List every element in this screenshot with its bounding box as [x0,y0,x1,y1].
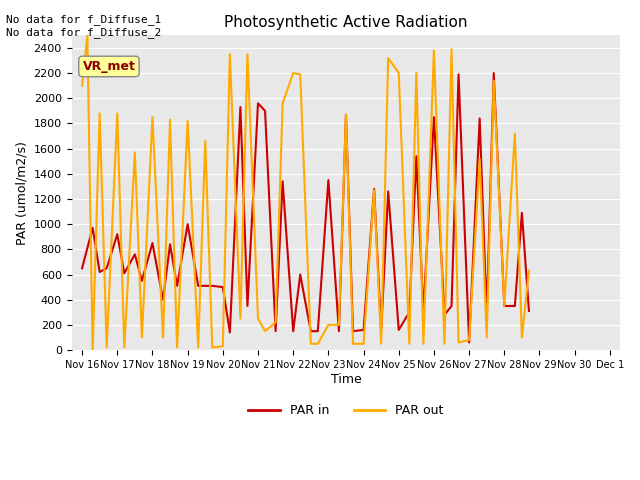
Text: No data for f_Diffuse_1
No data for f_Diffuse_2: No data for f_Diffuse_1 No data for f_Di… [6,14,162,38]
Text: VR_met: VR_met [83,60,136,73]
X-axis label: Time: Time [331,372,362,385]
Y-axis label: PAR (umol/m2/s): PAR (umol/m2/s) [15,141,28,245]
Title: Photosynthetic Active Radiation: Photosynthetic Active Radiation [224,15,468,30]
Legend: PAR in, PAR out: PAR in, PAR out [243,399,449,422]
